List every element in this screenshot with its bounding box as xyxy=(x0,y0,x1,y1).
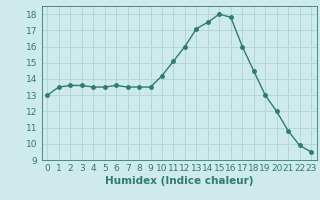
X-axis label: Humidex (Indice chaleur): Humidex (Indice chaleur) xyxy=(105,176,253,186)
